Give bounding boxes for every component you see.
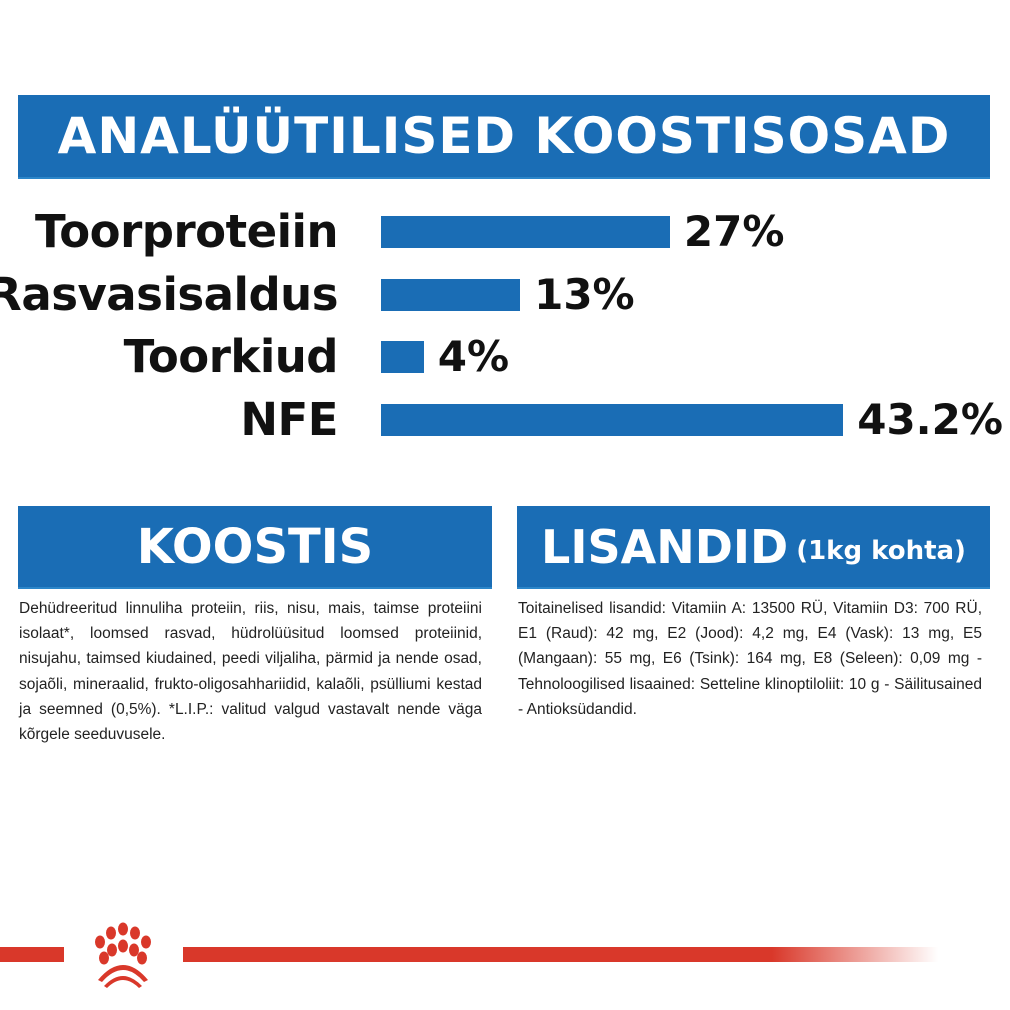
additives-text: Toitainelised lisandid: Vitamiin A: 1350… [518, 600, 982, 718]
category-label: NFE [240, 392, 338, 446]
chart-row: Toorproteiin 27% [0, 201, 1010, 263]
value-label: 27% [683, 207, 785, 256]
additives-title: LISANDID [541, 519, 789, 574]
additives-header: LISANDID (1kg kohta) [517, 506, 990, 589]
analysis-title: ANALÜÜTILISED KOOSTISOSAD [57, 107, 951, 165]
category-label: Toorproteiin [35, 205, 338, 258]
additives-subtitle: (1kg kohta) [796, 535, 966, 566]
footer-line-left [0, 947, 64, 962]
composition-text: Dehüdreeritud linnuliha proteiin, riis, … [19, 600, 482, 744]
chart-row: Rasvasisaldus 13% [0, 264, 1010, 326]
analysis-header: ANALÜÜTILISED KOOSTISOSAD [18, 95, 990, 179]
bar [381, 341, 424, 373]
bar [381, 216, 670, 248]
category-label: Toorkiud [123, 330, 339, 383]
bar [381, 403, 844, 436]
value-label: 43.2% [857, 394, 1003, 444]
chart-row: NFE 43.2% [0, 389, 1010, 451]
chart-row: Toorkiud 4% [0, 326, 1010, 388]
bar [381, 278, 521, 311]
composition-header: KOOSTIS [18, 506, 492, 589]
composition-title: KOOSTIS [136, 518, 374, 575]
footer-line-right [183, 947, 938, 962]
category-label: Rasvasisaldus [0, 267, 338, 321]
crown-logo-icon [95, 922, 151, 988]
value-label: 13% [534, 269, 635, 319]
value-label: 4% [437, 332, 510, 381]
